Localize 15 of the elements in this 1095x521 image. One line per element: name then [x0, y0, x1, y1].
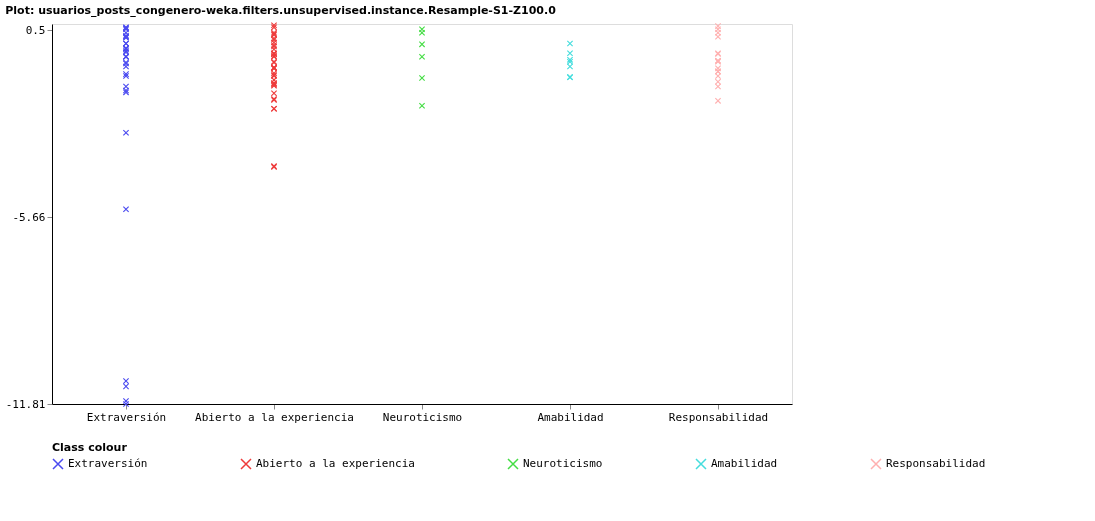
legend-title: Class colour	[52, 441, 128, 454]
x-tick-label: Extraversión	[86, 410, 167, 424]
legend-label: Extraversión	[68, 457, 148, 470]
x-tick-label: Abierto a la experiencia	[195, 410, 354, 424]
y-tick-label: -11.81	[5, 397, 46, 411]
x-tick-label: Amabilidad	[537, 410, 604, 424]
x-tick-label: Responsabilidad	[668, 410, 769, 424]
legend-label: Amabilidad	[711, 457, 778, 470]
y-tick-label: 0.5	[25, 23, 46, 37]
legend-label: Neuroticismo	[523, 457, 603, 470]
legend-label: Abierto a la experiencia	[256, 457, 415, 470]
y-tick-label: -5.66	[12, 210, 46, 224]
x-tick-label: Neuroticismo	[382, 410, 463, 424]
legend-label: Responsabilidad	[886, 457, 986, 470]
chart-title: Plot: usuarios_posts_congenero-weka.filters.unsupervised.instance.Resample-S1-Z100.0	[5, 4, 557, 18]
